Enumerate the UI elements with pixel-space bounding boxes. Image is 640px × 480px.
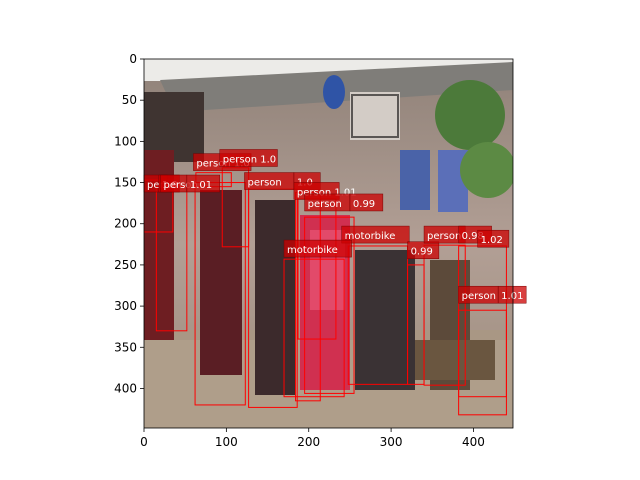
detection-box <box>458 309 507 416</box>
x-tick-label: 0 <box>140 435 148 449</box>
detection-label: person <box>458 285 499 304</box>
label-text: 0.98 <box>462 231 484 242</box>
label-background <box>407 241 440 259</box>
detection-label: 0.99 <box>407 241 440 259</box>
detection-label: person 1.0 <box>219 149 278 167</box>
y-axis: 0 50 100 150 200 250 300 350 400 <box>114 52 144 395</box>
label-text: 1.02 <box>481 235 503 246</box>
detection-label: 1.02 <box>477 229 510 248</box>
label-text: 1.01 <box>501 291 523 302</box>
x-tick-label: 200 <box>297 435 320 449</box>
axes-frame <box>143 58 514 429</box>
y-tick-label: 250 <box>114 258 137 272</box>
label-background <box>497 285 527 304</box>
label-background <box>341 225 410 244</box>
y-tick-label: 50 <box>122 93 137 107</box>
y-tick-label: 100 <box>114 134 137 148</box>
y-tick-label: 150 <box>114 176 137 190</box>
x-tick-label: 400 <box>462 435 485 449</box>
detection-label: person <box>244 172 295 190</box>
label-text: person 1.0 <box>223 154 276 165</box>
label-text: person <box>427 231 461 242</box>
y-tick-label: 350 <box>114 340 137 354</box>
detection-label: 1.01 <box>497 285 527 304</box>
scene-photo <box>144 59 513 428</box>
detection-box <box>304 216 355 394</box>
detection-label: 1.01 <box>186 174 221 193</box>
x-axis: 0 100 200 300 400 <box>140 428 485 449</box>
label-text: 1.01 <box>190 180 212 191</box>
label-text: 0.99 <box>411 247 433 258</box>
x-tick-label: 300 <box>380 435 403 449</box>
label-background <box>186 174 221 193</box>
detection-box <box>423 244 466 386</box>
label-text: person 1.01 <box>297 187 357 198</box>
label-text: person <box>163 180 197 191</box>
label-text: motorbike <box>345 231 396 242</box>
label-background <box>349 193 384 212</box>
detection-label: motorbike <box>283 239 352 258</box>
label-text: person <box>462 291 496 302</box>
label-text: 0.99 <box>353 199 375 210</box>
label-text: person <box>308 199 342 210</box>
y-tick-label: 400 <box>114 381 137 395</box>
detection-label: person <box>304 193 351 212</box>
detection-label: 0.99 <box>349 193 384 212</box>
y-tick-label: 200 <box>114 217 137 231</box>
label-background <box>219 149 278 167</box>
y-tick-label: 300 <box>114 299 137 313</box>
y-tick-label: 0 <box>129 52 137 66</box>
label-background <box>283 239 352 258</box>
label-text: person <box>247 178 281 189</box>
detection-label: person <box>160 174 198 193</box>
detection-box <box>283 258 345 398</box>
label-background <box>477 229 510 248</box>
x-tick-label: 100 <box>215 435 238 449</box>
label-text: motorbike <box>287 245 338 256</box>
detection-box <box>194 182 246 406</box>
detection-label: motorbike <box>341 225 410 244</box>
